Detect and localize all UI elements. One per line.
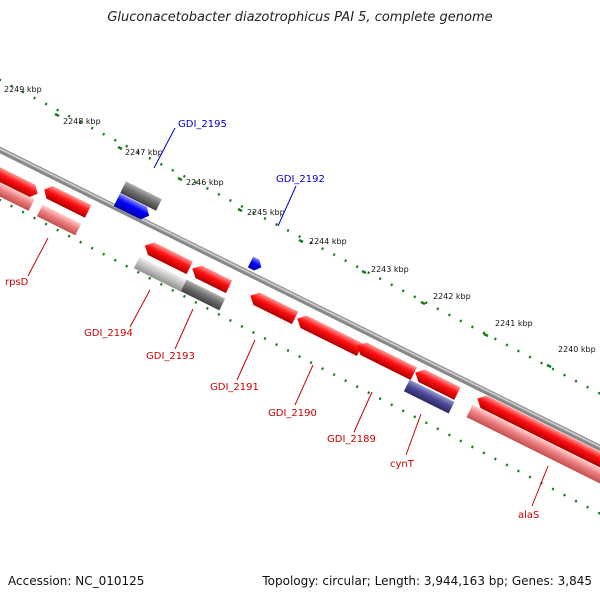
gene-GDI-2194-forward[interactable] [142,239,193,275]
gene-forward-arrow[interactable] [41,183,92,218]
tick-labels: 2249 kbp 2248 kbp 2247 kbp 2246 kbp 2245… [4,85,596,354]
forward-genes [0,155,600,469]
gene-alaS-forward[interactable] [474,392,600,469]
gene-GDI-2190[interactable] [294,312,364,357]
tick-label: 2243 kbp [371,265,409,274]
gene-GDI-2193[interactable] [180,279,226,311]
outer-tick-track [0,60,600,415]
gene-GDI-2195-pseudo[interactable] [120,181,162,211]
inner-tick-track [0,180,600,535]
gene-label-GDI-2194: GDI_2194 [84,328,133,339]
gene-alaS[interactable] [466,404,600,484]
tick-label: 2249 kbp [4,85,42,94]
gene-GDI-2193-forward[interactable] [189,262,233,294]
gene-labels: rpsD GDI_2194 GDI_2193 GDI_2191 GDI_2190… [5,119,539,521]
gene-label-GDI-2190: GDI_2190 [268,408,317,419]
gene-forward-arrow-2[interactable] [412,366,461,400]
gene-label-GDI-2192: GDI_2192 [276,174,325,185]
gene-label-alaS: alaS [518,510,539,521]
gene-rpsD[interactable] [0,170,35,211]
gene-label-rpsD: rpsD [5,277,29,288]
gene-cynT[interactable] [403,379,455,414]
label-leaders [27,127,549,507]
tick-label: 2244 kbp [309,237,347,246]
gene-reverse-pink[interactable] [36,204,82,236]
gene-GDI-2195[interactable] [113,193,152,223]
gene-rpsD-forward[interactable] [0,155,41,200]
map-title: Gluconacetobacter diazotrophicus PAI 5, … [107,10,493,25]
gene-label-GDI-2195: GDI_2195 [178,119,227,130]
gene-label-GDI-2189: GDI_2189 [327,434,376,445]
tick-label: 2242 kbp [433,292,471,301]
gene-label-cynT: cynT [390,459,415,470]
gene-GDI-2189[interactable] [354,339,417,380]
accession-text: Accession: NC_010125 [8,574,145,588]
gene-GDI-2191[interactable] [247,289,299,325]
reverse-genes [0,170,600,484]
tick-label: 2245 kbp [247,208,285,217]
tick-label: 2247 kbp [125,148,163,157]
gene-GDI-2192[interactable] [247,256,264,273]
tick-label: 2248 kbp [63,117,101,126]
topology-text: Topology: circular; Length: 3,944,163 bp… [262,574,592,588]
major-ticks [54,112,552,369]
gene-GDI-2194[interactable] [133,256,188,292]
gene-label-GDI-2193: GDI_2193 [146,351,195,362]
tick-label: 2246 kbp [186,178,224,187]
gene-label-GDI-2191: GDI_2191 [210,382,259,393]
tick-label: 2241 kbp [495,319,533,328]
tick-label: 2240 kbp [558,345,596,354]
